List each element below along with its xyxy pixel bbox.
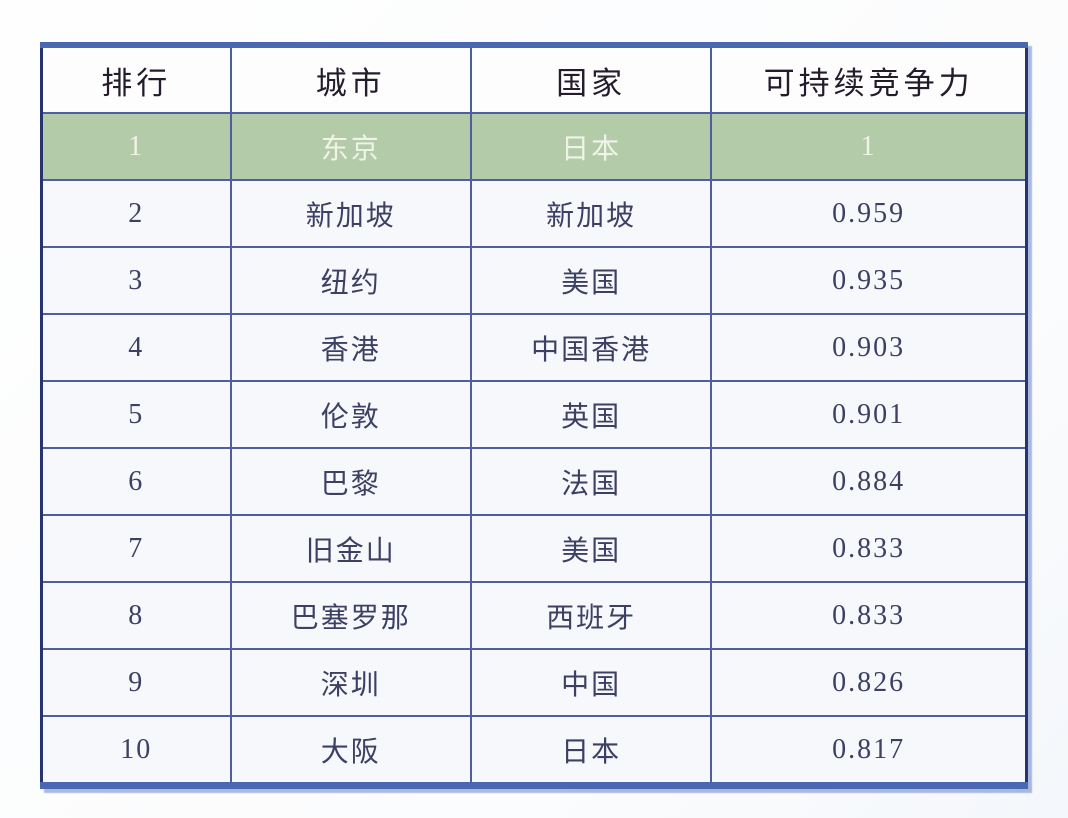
- table-row-highlighted: 1 东京 日本 1: [40, 112, 1028, 181]
- score-cell: 0.903: [710, 313, 1028, 382]
- score-cell: 0.826: [710, 648, 1028, 717]
- city-cell: 旧金山: [229, 514, 472, 583]
- country-cell: 中国: [469, 648, 713, 717]
- rank-cell: 6: [40, 447, 232, 516]
- table-body: 1 东京 日本 1 2 新加坡 新加坡 0.959 3 纽约 美国 0.935 4 香港 中国香港 0.903…: [40, 112, 1028, 787]
- table-row: 8 巴塞罗那 西班牙 0.833: [40, 581, 1028, 650]
- score-cell: 0.884: [710, 447, 1028, 516]
- table-row: 4 香港 中国香港 0.903: [40, 313, 1028, 382]
- city-cell: 深圳: [229, 648, 472, 717]
- score-cell: 0.817: [710, 715, 1028, 787]
- rank-cell: 1: [40, 112, 232, 181]
- table-row: 6 巴黎 法国 0.884: [40, 447, 1028, 516]
- score-cell: 0.935: [710, 246, 1028, 315]
- rank-cell: 8: [40, 581, 232, 650]
- table-row: 2 新加坡 新加坡 0.959: [40, 179, 1028, 248]
- rank-cell: 10: [40, 715, 232, 787]
- city-cell: 纽约: [229, 246, 472, 315]
- table-row: 7 旧金山 美国 0.833: [40, 514, 1028, 583]
- header-rank: 排行: [40, 44, 232, 114]
- rank-cell: 9: [40, 648, 232, 717]
- header-city: 城市: [229, 44, 472, 114]
- rank-cell: 4: [40, 313, 232, 382]
- score-cell: 0.833: [710, 514, 1028, 583]
- city-cell: 伦敦: [229, 380, 472, 449]
- table-row: 3 纽约 美国 0.935: [40, 246, 1028, 315]
- score-cell: 0.833: [710, 581, 1028, 650]
- header-score: 可持续竞争力: [710, 44, 1028, 114]
- score-cell: 0.901: [710, 380, 1028, 449]
- country-cell: 日本: [469, 715, 713, 787]
- country-cell: 日本: [469, 112, 713, 181]
- ranking-table: 排行 城市 国家 可持续竞争力 1 东京 日本 1 2 新加坡 新加坡 0.959 3 纽约 美国 0…: [40, 42, 1028, 789]
- table-header: 排行 城市 国家 可持续竞争力: [40, 44, 1028, 114]
- country-cell: 西班牙: [469, 581, 713, 650]
- country-cell: 美国: [469, 514, 713, 583]
- country-cell: 英国: [469, 380, 713, 449]
- score-cell: 1: [710, 112, 1028, 181]
- rank-cell: 2: [40, 179, 232, 248]
- table-row: 9 深圳 中国 0.826: [40, 648, 1028, 717]
- header-row: 排行 城市 国家 可持续竞争力: [40, 44, 1028, 114]
- country-cell: 美国: [469, 246, 713, 315]
- city-cell: 大阪: [229, 715, 472, 787]
- city-cell: 香港: [229, 313, 472, 382]
- country-cell: 法国: [469, 447, 713, 516]
- city-cell: 新加坡: [229, 179, 472, 248]
- city-cell: 巴黎: [229, 447, 472, 516]
- table-row: 10 大阪 日本 0.817: [40, 715, 1028, 787]
- score-cell: 0.959: [710, 179, 1028, 248]
- country-cell: 新加坡: [469, 179, 713, 248]
- city-competitiveness-table: 排行 城市 国家 可持续竞争力 1 东京 日本 1 2 新加坡 新加坡 0.959 3 纽约 美国 0…: [40, 42, 1028, 789]
- city-cell: 东京: [229, 112, 472, 181]
- rank-cell: 5: [40, 380, 232, 449]
- table-row: 5 伦敦 英国 0.901: [40, 380, 1028, 449]
- city-cell: 巴塞罗那: [229, 581, 472, 650]
- header-country: 国家: [469, 44, 713, 114]
- rank-cell: 7: [40, 514, 232, 583]
- country-cell: 中国香港: [469, 313, 713, 382]
- rank-cell: 3: [40, 246, 232, 315]
